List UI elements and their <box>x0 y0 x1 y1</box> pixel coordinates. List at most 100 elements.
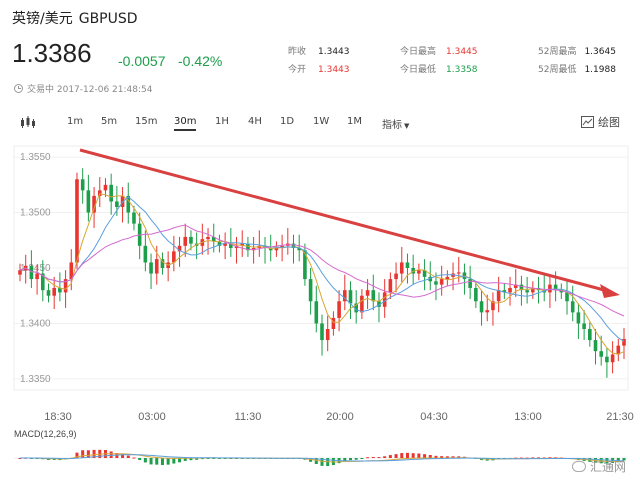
period-15m[interactable]: 15m <box>135 116 158 127</box>
macd-bar <box>405 452 409 458</box>
macd-bar <box>616 458 620 462</box>
candlestick-icon[interactable] <box>20 116 36 132</box>
candle-body <box>183 236 188 246</box>
period-4h[interactable]: 4H <box>248 116 262 127</box>
draw-button[interactable]: 绘图 <box>581 114 620 130</box>
candle-body <box>588 329 592 341</box>
candle-body <box>46 290 51 296</box>
candle-body <box>411 268 415 274</box>
candle-body <box>189 236 193 244</box>
indicator-dropdown[interactable]: 指标 ▼ <box>382 120 410 131</box>
candle-body <box>405 262 410 268</box>
candle-body <box>18 270 22 275</box>
instrument-title: 英镑/美元 GBPUSD <box>12 8 138 28</box>
macd-bar <box>109 451 113 458</box>
macd-bar <box>451 456 455 458</box>
candle-body <box>502 290 507 293</box>
candle-body <box>422 270 427 277</box>
macd-bar <box>394 454 398 458</box>
candle-body <box>576 312 581 324</box>
candle-body <box>52 287 56 296</box>
candle-body <box>35 273 39 280</box>
period-1w[interactable]: 1W <box>313 116 330 127</box>
macd-bar <box>457 456 461 458</box>
candle-body <box>314 301 319 324</box>
stat-open: 今开 1.3443 <box>288 65 350 75</box>
macd-bar <box>126 455 130 458</box>
candle-body <box>342 290 347 302</box>
candle-body <box>274 248 279 251</box>
macd-label: MACD(12,26,9) <box>14 429 77 439</box>
chart-grid <box>13 145 629 391</box>
macd-bar <box>548 457 552 459</box>
candle-body <box>559 290 564 293</box>
candle-body <box>445 276 450 280</box>
candle-body <box>479 301 484 313</box>
macd-bar <box>428 455 432 458</box>
x-tick-label: 13:00 <box>514 411 542 423</box>
candle-body <box>325 329 330 341</box>
ma-line-ma3 <box>19 224 625 317</box>
candle-body <box>177 245 182 252</box>
macd-bar <box>605 458 609 464</box>
x-tick-label: 11:30 <box>235 411 262 423</box>
macd-bar <box>183 458 187 461</box>
candle-body <box>354 303 358 313</box>
macd-bar <box>172 458 176 464</box>
candle-body <box>456 272 461 274</box>
period-5m[interactable]: 5m <box>101 116 118 127</box>
macd-dea-line <box>20 454 625 462</box>
macd-bar <box>138 458 142 461</box>
candle-body <box>92 195 96 213</box>
candle-body <box>365 290 370 296</box>
candle-body <box>291 243 296 249</box>
candle-body <box>160 259 165 268</box>
period-1month[interactable]: 1M <box>347 116 362 127</box>
trend-line <box>79 148 605 292</box>
candle-body <box>428 276 433 282</box>
candle-body <box>371 290 376 302</box>
candle-body <box>605 356 609 363</box>
price-change-percent: -0.42% <box>178 53 223 69</box>
clock-icon <box>14 84 23 93</box>
candle-body <box>143 245 148 263</box>
candle-body <box>377 301 381 307</box>
y-tick-label: 1.3400 <box>20 318 51 329</box>
macd-bar <box>417 453 421 458</box>
candle-body <box>491 301 495 311</box>
price-chart[interactable]: 1.3550 1.3500 1.3450 1.3400 1.3350 18:30 03:0… <box>0 138 640 498</box>
candle-body <box>348 290 353 304</box>
macd-bar <box>531 457 535 459</box>
candle-body <box>206 236 210 240</box>
candle-body <box>154 259 159 274</box>
macd-bar <box>132 457 136 459</box>
candle-body <box>63 279 68 293</box>
candle-body <box>394 273 398 280</box>
candle-body <box>246 243 250 251</box>
draw-icon <box>581 116 594 128</box>
y-tick-label: 1.3450 <box>20 263 51 274</box>
candle-body <box>468 279 472 288</box>
macd-bar <box>519 457 523 459</box>
macd-bar <box>160 458 164 466</box>
period-1d[interactable]: 1D <box>280 116 295 127</box>
candle-body <box>565 292 569 302</box>
candle-body <box>331 317 336 329</box>
candle-body <box>132 212 136 224</box>
period-1h[interactable]: 1H <box>215 116 229 127</box>
candle-body <box>103 184 108 191</box>
candle-body <box>58 287 62 293</box>
instrument-code: GBPUSD <box>78 11 138 27</box>
candle-body <box>115 201 119 207</box>
macd-bar <box>166 458 170 465</box>
chart-toolbar: 1m 5m 15m 30m 1H 4H 1D 1W 1M 指标 ▼ 绘图 <box>0 110 640 136</box>
candle-body <box>616 345 621 355</box>
candle-body <box>610 354 615 363</box>
period-1m[interactable]: 1m <box>67 116 84 127</box>
candle-body <box>223 243 227 246</box>
period-30m[interactable]: 30m <box>174 116 197 131</box>
candle-body <box>297 248 302 251</box>
wechat-icon <box>571 461 586 472</box>
macd-bar <box>178 458 182 463</box>
x-tick-label: 03:00 <box>138 411 166 423</box>
